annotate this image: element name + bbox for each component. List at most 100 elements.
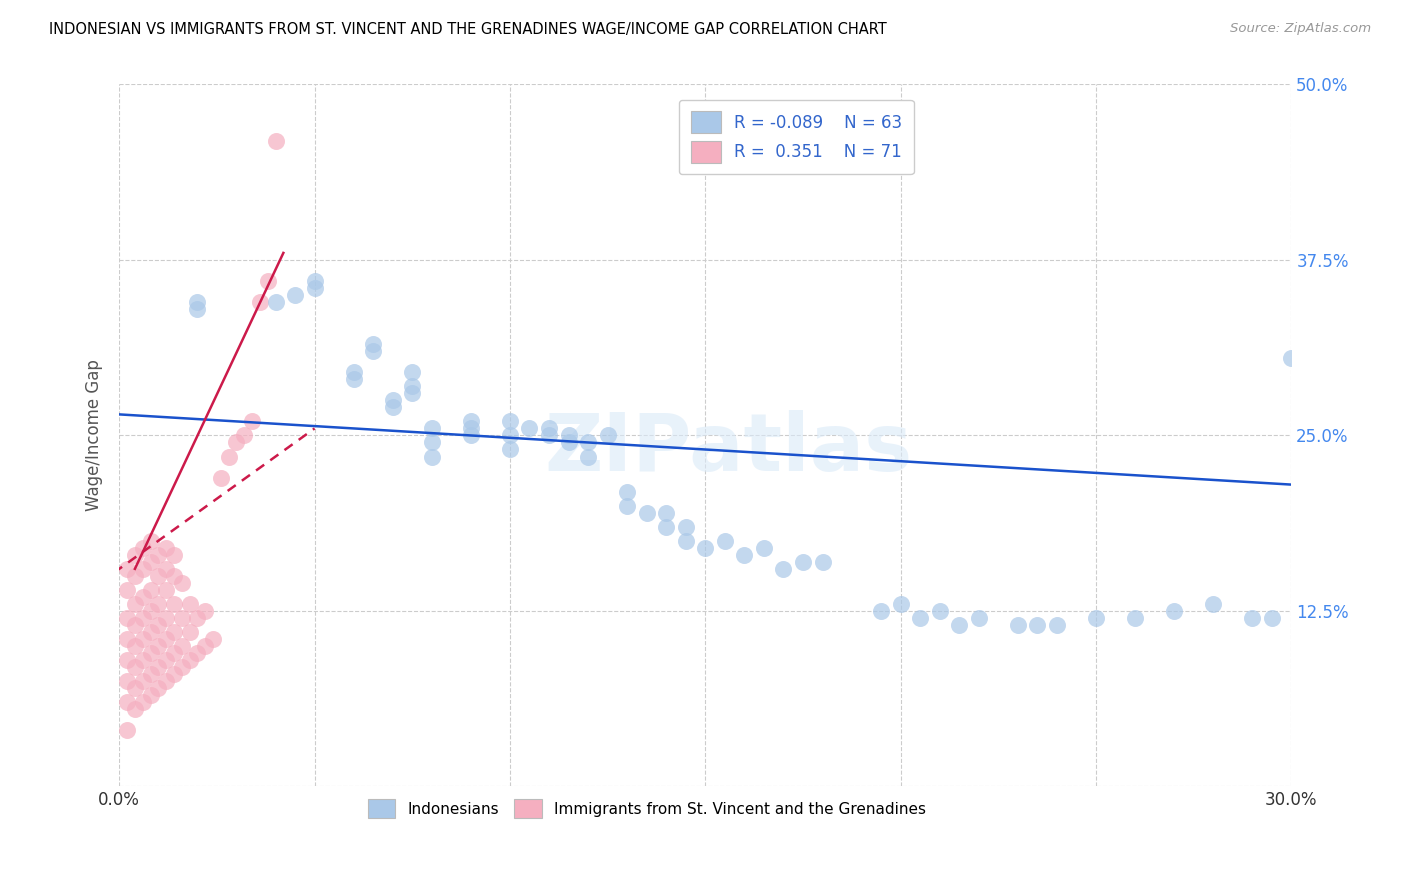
Point — [124, 660, 146, 674]
Point — [233, 428, 256, 442]
Text: INDONESIAN VS IMMIGRANTS FROM ST. VINCENT AND THE GRENADINES WAGE/INCOME GAP COR: INDONESIAN VS IMMIGRANTS FROM ST. VINCEN… — [49, 22, 887, 37]
Point — [209, 470, 232, 484]
Point — [1123, 611, 1146, 625]
Point — [811, 555, 834, 569]
Point — [401, 379, 423, 393]
Point — [148, 660, 170, 674]
Point — [1279, 351, 1302, 366]
Point — [139, 604, 162, 618]
Point — [155, 582, 177, 597]
Point — [714, 533, 737, 548]
Point — [170, 639, 193, 653]
Point — [155, 674, 177, 689]
Point — [1026, 618, 1049, 632]
Point — [186, 295, 208, 310]
Point — [460, 428, 482, 442]
Point — [967, 611, 990, 625]
Point — [499, 442, 522, 457]
Point — [420, 450, 443, 464]
Point — [132, 632, 155, 646]
Point — [772, 562, 794, 576]
Point — [139, 625, 162, 640]
Point — [139, 646, 162, 660]
Point — [1261, 611, 1284, 625]
Point — [163, 646, 186, 660]
Point — [139, 667, 162, 681]
Point — [908, 611, 931, 625]
Point — [132, 590, 155, 604]
Point — [163, 625, 186, 640]
Point — [132, 653, 155, 667]
Point — [132, 611, 155, 625]
Point — [132, 695, 155, 709]
Point — [499, 414, 522, 428]
Point — [115, 632, 138, 646]
Point — [792, 555, 814, 569]
Point — [420, 435, 443, 450]
Point — [148, 548, 170, 562]
Y-axis label: Wage/Income Gap: Wage/Income Gap — [86, 359, 103, 511]
Point — [163, 597, 186, 611]
Point — [537, 421, 560, 435]
Point — [115, 723, 138, 738]
Point — [148, 639, 170, 653]
Point — [733, 548, 755, 562]
Point — [655, 506, 678, 520]
Point — [361, 337, 384, 351]
Point — [225, 435, 247, 450]
Point — [194, 639, 217, 653]
Point — [124, 597, 146, 611]
Point — [1241, 611, 1264, 625]
Point — [155, 653, 177, 667]
Point — [170, 611, 193, 625]
Point — [163, 569, 186, 583]
Point — [202, 632, 225, 646]
Point — [124, 702, 146, 716]
Point — [890, 597, 912, 611]
Point — [148, 597, 170, 611]
Point — [186, 611, 208, 625]
Point — [179, 625, 201, 640]
Point — [343, 365, 366, 379]
Point — [752, 541, 775, 555]
Point — [1163, 604, 1185, 618]
Point — [264, 134, 287, 148]
Point — [304, 281, 326, 295]
Point — [381, 401, 404, 415]
Point — [115, 582, 138, 597]
Point — [596, 428, 619, 442]
Point — [1007, 618, 1029, 632]
Point — [870, 604, 893, 618]
Point — [115, 611, 138, 625]
Point — [179, 653, 201, 667]
Point — [155, 611, 177, 625]
Point — [170, 575, 193, 590]
Point — [148, 681, 170, 696]
Point — [675, 533, 697, 548]
Point — [948, 618, 970, 632]
Point — [124, 639, 146, 653]
Point — [420, 421, 443, 435]
Point — [499, 428, 522, 442]
Point — [361, 344, 384, 359]
Point — [170, 660, 193, 674]
Point — [460, 421, 482, 435]
Point — [163, 667, 186, 681]
Point — [124, 681, 146, 696]
Point — [240, 414, 263, 428]
Point — [284, 288, 307, 302]
Point — [1085, 611, 1108, 625]
Point — [194, 604, 217, 618]
Point — [139, 533, 162, 548]
Point — [139, 582, 162, 597]
Point — [186, 646, 208, 660]
Point — [537, 428, 560, 442]
Point — [616, 499, 638, 513]
Point — [519, 421, 541, 435]
Point — [115, 562, 138, 576]
Point — [928, 604, 950, 618]
Point — [576, 450, 599, 464]
Point — [557, 435, 579, 450]
Point — [155, 632, 177, 646]
Point — [557, 428, 579, 442]
